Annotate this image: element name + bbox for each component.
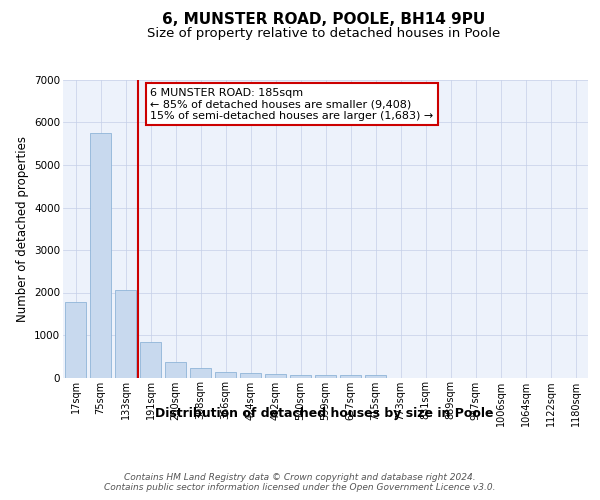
Bar bbox=[65, 302, 86, 378]
Bar bbox=[315, 375, 336, 378]
Text: 6 MUNSTER ROAD: 185sqm
← 85% of detached houses are smaller (9,408)
15% of semi-: 6 MUNSTER ROAD: 185sqm ← 85% of detached… bbox=[151, 88, 434, 121]
Bar bbox=[340, 375, 361, 378]
Bar bbox=[165, 362, 186, 378]
Text: Contains HM Land Registry data © Crown copyright and database right 2024.
Contai: Contains HM Land Registry data © Crown c… bbox=[104, 472, 496, 492]
Bar bbox=[190, 368, 211, 378]
Bar bbox=[90, 133, 111, 378]
Text: Size of property relative to detached houses in Poole: Size of property relative to detached ho… bbox=[148, 28, 500, 40]
Bar bbox=[115, 290, 136, 378]
Text: Distribution of detached houses by size in Poole: Distribution of detached houses by size … bbox=[155, 408, 493, 420]
Y-axis label: Number of detached properties: Number of detached properties bbox=[16, 136, 29, 322]
Text: 6, MUNSTER ROAD, POOLE, BH14 9PU: 6, MUNSTER ROAD, POOLE, BH14 9PU bbox=[163, 12, 485, 28]
Bar bbox=[140, 342, 161, 378]
Bar bbox=[265, 374, 286, 378]
Bar bbox=[365, 376, 386, 378]
Bar bbox=[215, 372, 236, 378]
Bar bbox=[290, 374, 311, 378]
Bar bbox=[240, 373, 261, 378]
